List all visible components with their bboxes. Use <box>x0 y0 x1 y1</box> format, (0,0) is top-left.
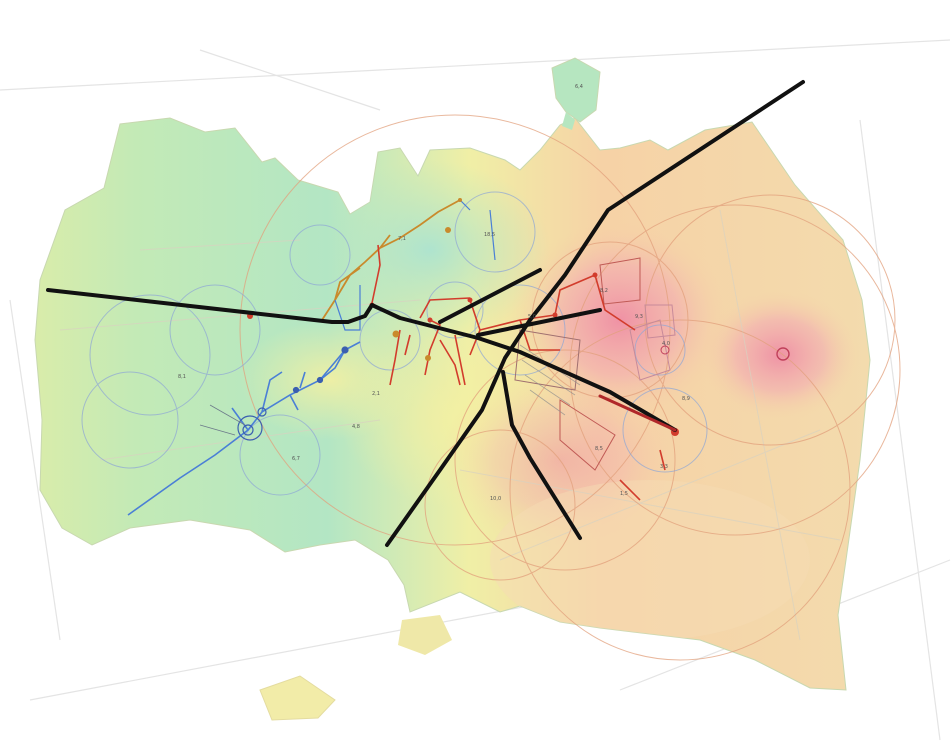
label-node-14: 10,0 <box>490 496 501 502</box>
label-node-15: 1,5 <box>620 491 628 497</box>
zone-circle-west-1 <box>89 294 211 416</box>
zone-circle-west-4 <box>239 414 321 496</box>
trunk-east-red-overlay <box>598 394 677 432</box>
label-node-2: 6,7 <box>292 456 300 462</box>
zone-circle-east-small <box>634 324 686 376</box>
network-labels: 8,1 6,7 7,1 18,5 8,2 9,3 4,0 8,9 3,3 8,5… <box>178 84 690 502</box>
label-node-13: 5,0 <box>528 314 536 320</box>
label-node-3: 7,1 <box>398 236 406 242</box>
label-node-12: 2,1 <box>372 391 380 397</box>
label-node-10: 8,5 <box>595 446 603 452</box>
label-node-11: 4,8 <box>352 424 360 430</box>
service-zone-circles-blue <box>81 191 708 496</box>
network-north-blue-links <box>334 199 496 331</box>
zone-circle-center-1 <box>359 309 421 371</box>
zone-circle-southeast <box>622 387 708 473</box>
label-node-9: 3,3 <box>660 464 668 470</box>
trunk-northeast <box>385 80 805 547</box>
trunk-fork-east <box>476 308 602 337</box>
zone-circle-central-large <box>239 114 671 546</box>
zone-circle-east <box>644 194 896 446</box>
label-node-1: 8,1 <box>178 374 186 380</box>
trunk-center-to-east <box>476 336 677 432</box>
peak-demand-marker <box>776 347 790 361</box>
label-node-6: 9,3 <box>635 314 643 320</box>
label-node-16: 6,4 <box>575 84 583 90</box>
zone-circle-north <box>454 191 536 273</box>
trunk-south-branch <box>501 370 582 540</box>
service-zone-circles <box>239 114 901 661</box>
zone-circle-east-large <box>569 204 901 536</box>
network-north-orange <box>321 199 461 321</box>
label-node-5: 8,2 <box>600 288 608 294</box>
zone-circle-west-2 <box>169 284 261 376</box>
building-blocks <box>514 257 676 471</box>
zone-circle-west-3 <box>81 371 179 469</box>
sub-station-marker <box>660 345 670 355</box>
zone-circle-center-3 <box>474 284 566 376</box>
trunk-main-lines <box>46 80 805 547</box>
network-orange-nodes <box>392 198 462 361</box>
trunk-fork-north <box>438 268 542 324</box>
label-node-7: 4,0 <box>662 341 670 347</box>
network-west-thin <box>199 404 246 436</box>
trunk-west-to-center <box>46 288 480 340</box>
basemap-streets <box>0 39 951 741</box>
label-node-8: 8,9 <box>682 396 690 402</box>
zone-circle-northwest <box>289 224 351 286</box>
network-west-blue-nodes <box>237 346 349 441</box>
zone-circle-mid <box>454 349 676 571</box>
zone-circle-south <box>424 429 576 581</box>
zone-circle-southeast-large <box>509 319 851 661</box>
label-node-4: 18,5 <box>484 232 495 238</box>
